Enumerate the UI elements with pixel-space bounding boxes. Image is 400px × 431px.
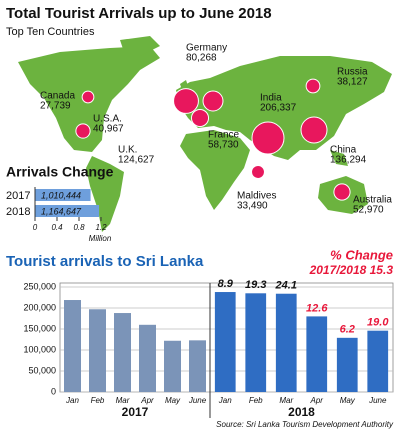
- bubble: [251, 121, 285, 155]
- country-value: 58,730: [208, 140, 239, 151]
- country-value: 40,967: [93, 124, 124, 135]
- world-map: [18, 36, 392, 232]
- change-label: 24.1: [275, 280, 297, 292]
- x-tick-label: Feb: [91, 396, 105, 405]
- bar: [214, 292, 236, 392]
- country-value: 124,627: [118, 155, 155, 166]
- bar: [367, 330, 389, 392]
- x-tick-label: 1.2: [95, 223, 107, 232]
- x-tick-label: Mar: [279, 396, 293, 405]
- x-tick-label: Jan: [65, 396, 79, 405]
- x-tick-label: 0.8: [73, 223, 85, 232]
- bubble: [202, 90, 224, 112]
- country-label: Germany: [186, 43, 227, 54]
- source: Source: Sri Lanka Tourism Development Au…: [216, 420, 394, 429]
- bar: [306, 316, 328, 392]
- country-label: U.S.A.: [93, 114, 122, 125]
- country-label: Russia: [337, 67, 368, 78]
- subtitle: Top Ten Countries: [6, 26, 95, 38]
- hbar-value: 1,010,444: [41, 190, 81, 200]
- bubble: [300, 116, 328, 144]
- x-tick-label: Apr: [140, 396, 154, 405]
- country-value: 27,739: [40, 101, 71, 112]
- x-tick-label: 0: [33, 223, 38, 232]
- country-value: 33,490: [237, 201, 268, 212]
- bar: [64, 300, 81, 392]
- title: Total Tourist Arrivals up to June 2018: [6, 5, 272, 22]
- country-value: 38,127: [337, 77, 368, 88]
- x-tick-label: Apr: [310, 396, 324, 405]
- country-label: Canada: [40, 91, 75, 102]
- hbar-value: 1,164,647: [41, 206, 82, 216]
- country-label: Maldives: [237, 191, 276, 202]
- y-tick-label: 250,000: [23, 281, 56, 291]
- country-value: 136,294: [330, 155, 367, 166]
- bar: [189, 340, 206, 392]
- x-tick-label: Mar: [116, 396, 130, 405]
- bar: [114, 313, 131, 392]
- y-tick-label: 150,000: [23, 323, 56, 333]
- x-tick-label: Feb: [249, 396, 263, 405]
- bar: [245, 293, 267, 392]
- y-tick-label: 0: [51, 386, 56, 396]
- x-tick-label: Jan: [218, 396, 232, 405]
- change-label: 12.6: [306, 302, 328, 314]
- y-tick-label: 100,000: [23, 344, 56, 354]
- hbar-title: Arrivals Change: [6, 164, 114, 180]
- x-axis-label: Million: [89, 234, 112, 243]
- x-tick-label: May: [165, 396, 181, 405]
- hbar-category: 2017: [6, 190, 30, 202]
- bar: [89, 309, 106, 392]
- country-value: 52,970: [353, 205, 384, 216]
- country-value: 206,337: [260, 103, 297, 114]
- x-tick-label: 0.4: [51, 223, 63, 232]
- country-label: France: [208, 130, 240, 141]
- x-tick-label: June: [368, 396, 387, 405]
- bar: [336, 337, 358, 392]
- country-label: India: [260, 93, 282, 104]
- hbar: [35, 205, 100, 217]
- x-tick-label: June: [188, 396, 207, 405]
- bar: [164, 340, 181, 392]
- hbar: [35, 189, 91, 201]
- year-label: 2017: [122, 405, 149, 419]
- y-tick-label: 200,000: [23, 302, 56, 312]
- bar: [139, 324, 156, 392]
- country-label: U.K.: [118, 145, 137, 156]
- year-label: 2018: [288, 405, 315, 419]
- bar: [275, 293, 297, 392]
- country-label: China: [330, 145, 357, 156]
- bubble: [251, 165, 265, 179]
- bubble: [75, 123, 91, 139]
- bubble: [190, 108, 210, 128]
- change-title: % Change: [330, 247, 393, 262]
- bubble: [305, 78, 321, 94]
- country-label: Australia: [353, 195, 392, 206]
- change-label: 19.3: [245, 279, 266, 291]
- bar-title: Tourist arrivals to Sri Lanka: [6, 253, 204, 270]
- y-tick-label: 50,000: [28, 365, 56, 375]
- bubble: [81, 90, 95, 104]
- bubble: [333, 183, 351, 201]
- country-value: 80,268: [186, 53, 217, 64]
- change-total: 2017/2018 15.3: [309, 263, 394, 277]
- change-label: 8.9: [218, 278, 234, 290]
- x-tick-label: May: [340, 396, 356, 405]
- change-label: 6.2: [340, 324, 355, 336]
- change-label: 19.0: [367, 317, 389, 329]
- bubble: [173, 88, 199, 114]
- hbar-category: 2018: [6, 206, 30, 218]
